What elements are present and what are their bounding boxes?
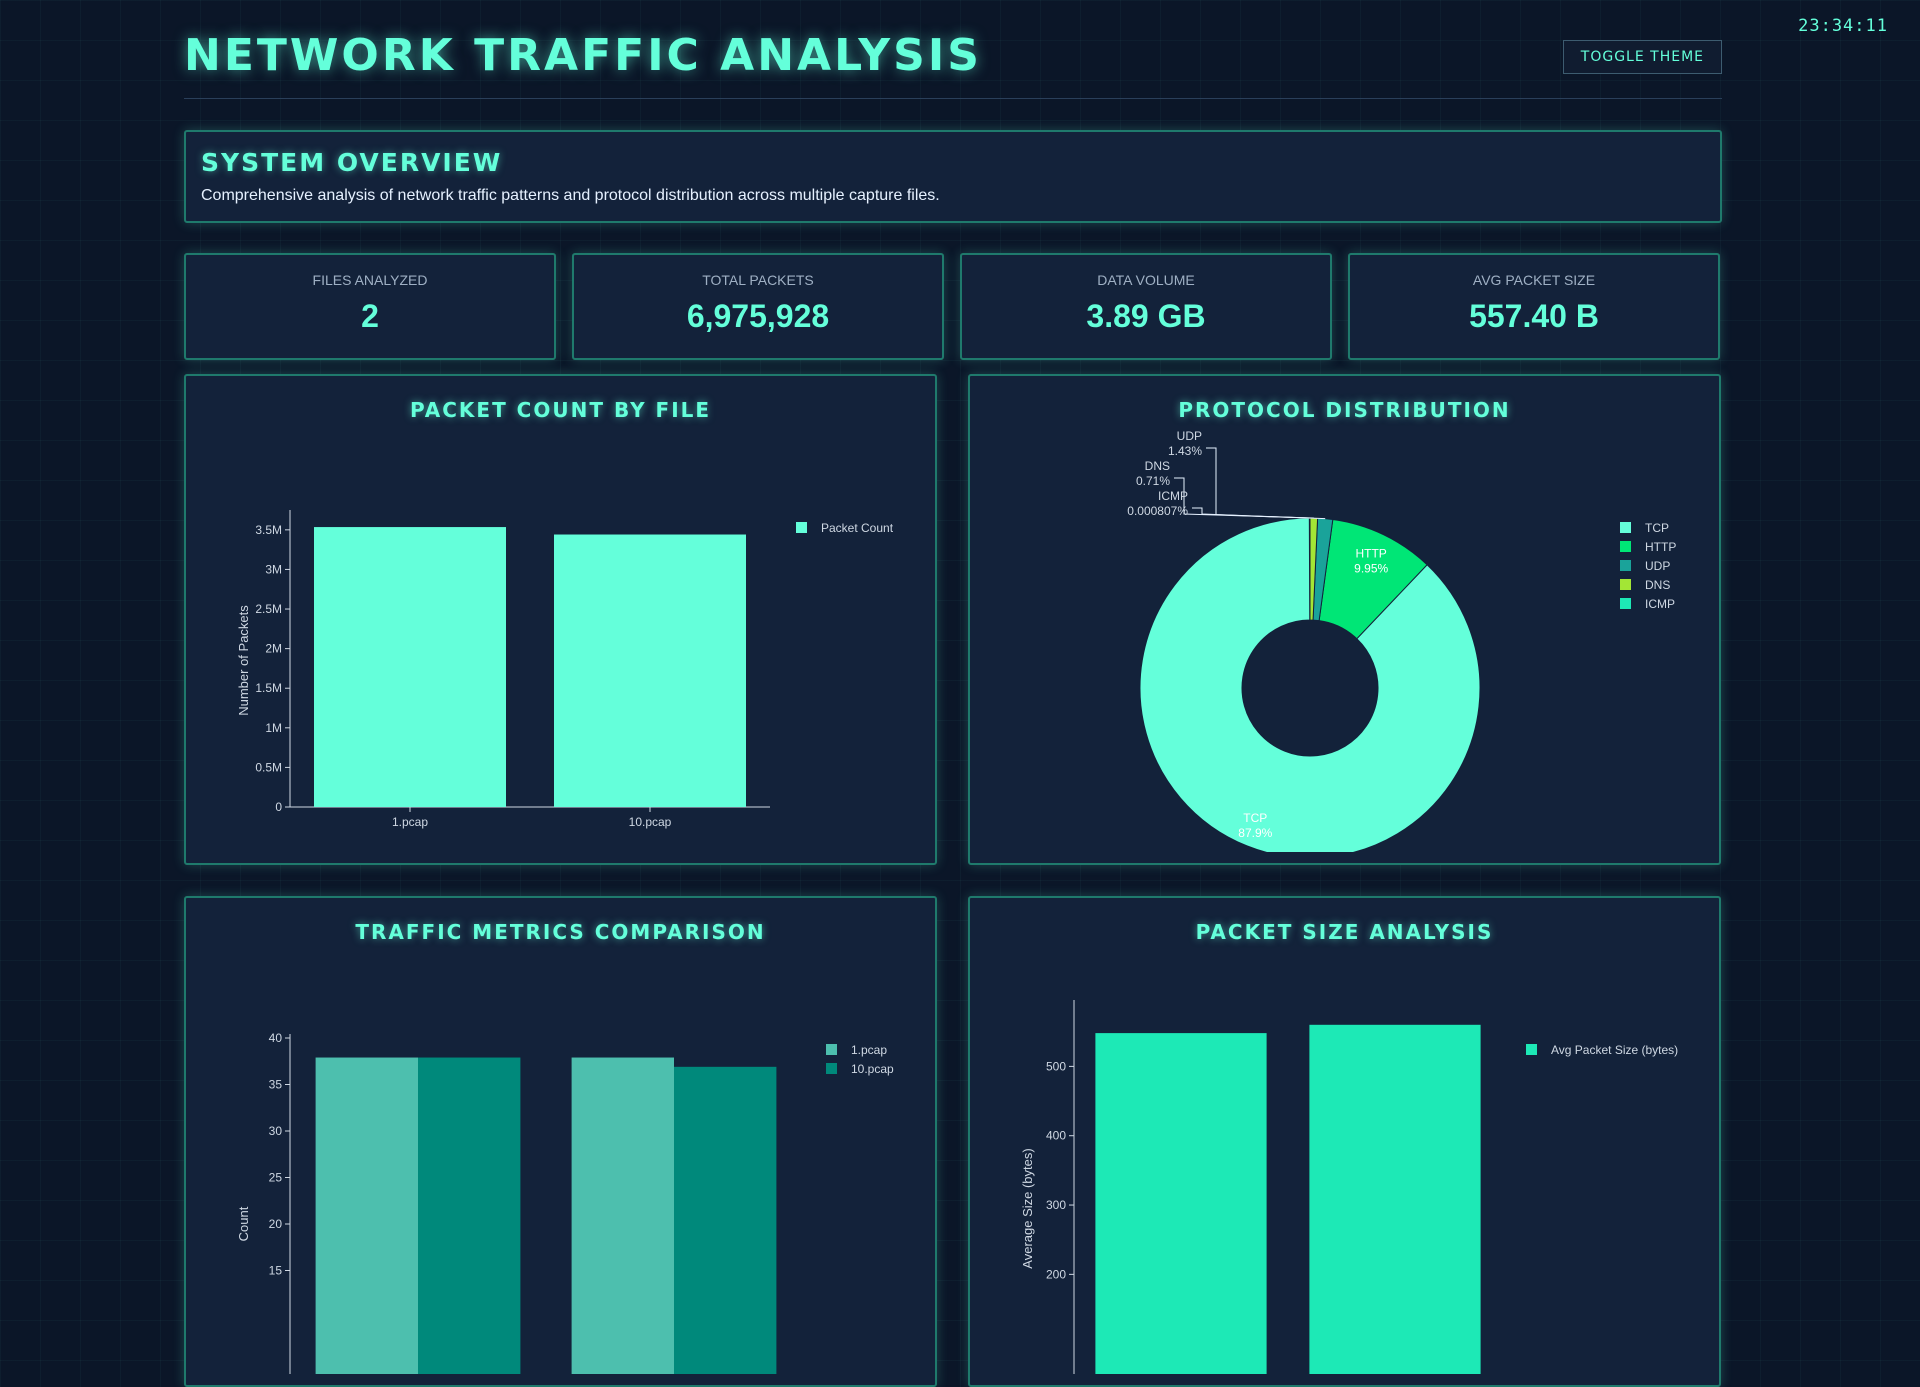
protocol-distribution-chart-panel: PROTOCOL DISTRIBUTION TCP 87.9% HTTP 9.95% U… [968, 374, 1721, 865]
slice-label: ICMP [1158, 489, 1188, 503]
stat-value: 2 [361, 298, 379, 334]
bar [315, 1057, 418, 1387]
slice-percent: 0.000807% [1127, 504, 1188, 518]
slice-label: DNS [1145, 459, 1170, 473]
page-header: NETWORK TRAFFIC ANALYSIS TOGGLE THEME [184, 0, 1722, 99]
y-tick-label: 3M [265, 562, 282, 576]
system-overview-panel: SYSTEM OVERVIEW Comprehensive analysis o… [184, 130, 1722, 223]
y-tick-label: 500 [1046, 1059, 1066, 1073]
stat-card-avg-size: AVG PACKET SIZE 557.40 B [1348, 253, 1720, 360]
y-tick-label: 1.5M [255, 681, 282, 695]
legend-label: DNS [1645, 578, 1670, 592]
y-tick-label: 200 [1046, 1267, 1066, 1281]
legend-label: HTTP [1645, 540, 1676, 554]
y-tick-label: 40 [269, 1031, 283, 1045]
chart-title: PROTOCOL DISTRIBUTION [1178, 398, 1511, 422]
y-tick-label: 0.5M [255, 760, 282, 774]
y-tick-label: 2M [265, 642, 282, 656]
stat-label: FILES ANALYZED [312, 272, 428, 288]
chart-title: PACKET COUNT BY FILE [409, 398, 712, 422]
bar [674, 1066, 777, 1387]
y-tick-label: 2.5M [255, 602, 282, 616]
chart-title: TRAFFIC METRICS COMPARISON [355, 920, 766, 944]
bar [1309, 1024, 1481, 1387]
legend-swatch [796, 522, 807, 533]
legend-label: 10.pcap [851, 1062, 894, 1076]
legend-swatch [1526, 1044, 1537, 1055]
legend-label: TCP [1645, 521, 1669, 535]
legend-label: Avg Packet Size (bytes) [1551, 1043, 1678, 1057]
legend-swatch [1620, 541, 1631, 552]
slice-percent: 87.9% [1238, 826, 1272, 840]
y-tick-label: 30 [269, 1124, 283, 1138]
legend-label: ICMP [1645, 597, 1675, 611]
overview-title: SYSTEM OVERVIEW [201, 148, 503, 177]
slice-percent: 0.71% [1136, 474, 1170, 488]
toggle-theme-button[interactable]: TOGGLE THEME [1562, 40, 1722, 74]
stat-label: AVG PACKET SIZE [1472, 272, 1596, 288]
bar [314, 527, 506, 807]
slice-percent: 9.95% [1354, 561, 1388, 575]
stat-card-volume: DATA VOLUME 3.89 GB [960, 253, 1332, 360]
traffic-metrics-chart: 15 20 25 30 35 40 Count 1.pcap 10.pcap [236, 1031, 894, 1387]
slice-percent: 1.43% [1168, 444, 1202, 458]
y-tick-label: 35 [269, 1078, 283, 1092]
legend-swatch [1620, 579, 1631, 590]
y-tick-label: 300 [1046, 1198, 1066, 1212]
legend-swatch [826, 1044, 837, 1055]
stat-value: 3.89 GB [1086, 298, 1206, 334]
traffic-metrics-chart-panel: TRAFFIC METRICS COMPARISON 15 20 25 30 35 40 C… [184, 896, 937, 1387]
main-container: NETWORK TRAFFIC ANALYSIS TOGGLE THEME SY… [184, 0, 1722, 1387]
stat-label: TOTAL PACKETS [702, 272, 814, 288]
y-tick-label: 400 [1046, 1129, 1066, 1143]
y-axis-label: Number of Packets [236, 605, 251, 716]
leader-line [1206, 447, 1326, 520]
legend-label: 1.pcap [851, 1043, 887, 1057]
leader-line [1174, 477, 1314, 519]
bar [1095, 1033, 1267, 1387]
leader-line [1192, 507, 1310, 519]
bar [418, 1057, 521, 1387]
packet-count-chart: 0 0.5M 1M 1.5M 2M 2.5M 3M 3.5M Number of Packets… [236, 510, 894, 829]
stat-label: DATA VOLUME [1097, 272, 1195, 288]
packet-size-chart-panel: PACKET SIZE ANALYSIS 200 300 400 500 Average… [968, 896, 1721, 1387]
bar [571, 1057, 674, 1387]
legend-swatch [1620, 560, 1631, 571]
packet-size-chart: 200 300 400 500 Average Size (bytes) Avg Pack… [1020, 1000, 1678, 1387]
x-tick-label: 10.pcap [629, 815, 672, 829]
legend-swatch [1620, 522, 1631, 533]
y-axis-label: Count [236, 1206, 251, 1241]
x-tick-label: 1.pcap [392, 815, 428, 829]
overview-description: Comprehensive analysis of network traffi… [201, 187, 940, 204]
slice-label: UDP [1177, 429, 1202, 443]
legend-swatch [1620, 598, 1631, 609]
clock: 23:34:11 [1798, 16, 1888, 36]
legend-swatch [826, 1063, 837, 1074]
legend-label: UDP [1645, 559, 1670, 573]
stat-value: 557.40 B [1469, 298, 1599, 334]
y-tick-label: 20 [269, 1217, 283, 1231]
bar [554, 534, 746, 807]
page-title: NETWORK TRAFFIC ANALYSIS [184, 30, 982, 81]
y-tick-label: 25 [269, 1171, 283, 1185]
y-tick-label: 1M [265, 721, 282, 735]
y-tick-label: 15 [269, 1264, 283, 1278]
pie-slice [1139, 517, 1481, 859]
stat-card-files: FILES ANALYZED 2 [184, 253, 556, 360]
legend-label: Packet Count [821, 521, 894, 535]
y-tick-label: 0 [275, 800, 282, 814]
packet-count-chart-panel: PACKET COUNT BY FILE 0 0.5M 1M 1.5M 2M 2.5M 3M… [184, 374, 937, 865]
y-tick-label: 3.5M [255, 523, 282, 537]
slice-label: HTTP [1355, 546, 1386, 560]
pie-slice [1308, 517, 1311, 621]
y-axis-label: Average Size (bytes) [1020, 1148, 1035, 1268]
stat-card-packets: TOTAL PACKETS 6,975,928 [572, 253, 944, 360]
stat-value: 6,975,928 [686, 298, 830, 334]
chart-title: PACKET SIZE ANALYSIS [1195, 920, 1494, 944]
protocol-distribution-chart: TCP87.9%HTTP9.95%UDP1.43%DNS0.71%ICMP0.0… [1127, 429, 1676, 859]
slice-label: TCP [1243, 811, 1267, 825]
